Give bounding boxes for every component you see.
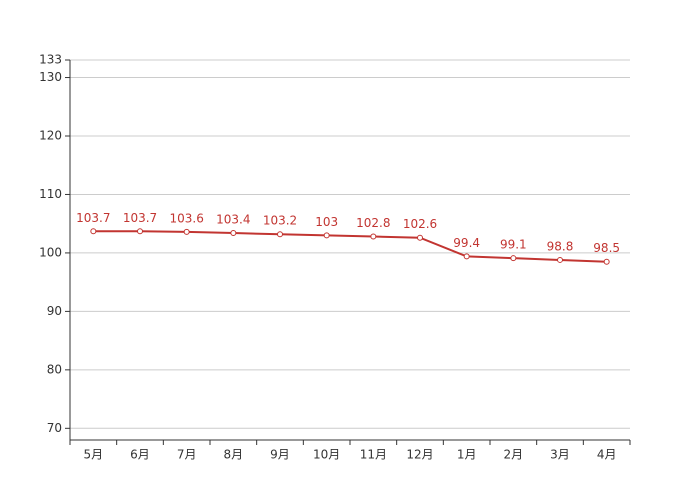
data-label: 99.1 [500,238,527,252]
point [463,253,470,260]
x-tick-label: 7月 [177,448,197,462]
y-tick-label: 90 [47,304,62,318]
data-label: 103.7 [76,211,110,225]
data-label: 103 [315,215,338,229]
point [510,255,517,262]
data-label: 102.8 [356,216,390,230]
x-tick-label: 3月 [550,448,570,462]
data-label: 98.5 [593,241,620,255]
x-tick-label: 10月 [313,448,340,462]
data-label: 102.6 [403,217,437,231]
x-tick-label: 12月 [406,448,433,462]
y-tick-label: 133 [39,53,62,67]
y-tick-label: 70 [47,421,62,435]
point [230,230,237,237]
y-tick-label: 100 [39,245,62,259]
line [93,230,607,263]
point [183,228,190,235]
point [323,232,330,239]
point [137,228,143,235]
x-tick-label: 8月 [224,448,244,462]
point [557,256,563,263]
data-label: 98.8 [547,239,574,253]
point [417,234,423,241]
x-tick-label: 5月 [84,448,104,462]
point [90,228,97,235]
data-label: 103.6 [169,211,203,225]
data-label: 103.4 [216,213,250,227]
y-tick-label: 120 [39,129,62,143]
x-tick-label: 11月 [360,448,387,462]
y-tick-label: 110 [39,187,62,201]
y-tick-label: 80 [47,362,62,376]
point [603,258,610,265]
x-tick-label: 6月 [130,448,150,462]
y-tick-label: 130 [39,70,62,84]
data-label: 103.7 [123,211,157,225]
x-tick-label: 4月 [597,448,617,462]
x-tick-label: 2月 [504,448,524,462]
data-label: 99.4 [453,236,480,250]
x-tick-label: 1月 [457,448,477,462]
data-label: 103.2 [263,214,297,228]
point [277,231,283,238]
x-tick-label: 9月 [270,448,290,462]
point [370,233,377,240]
